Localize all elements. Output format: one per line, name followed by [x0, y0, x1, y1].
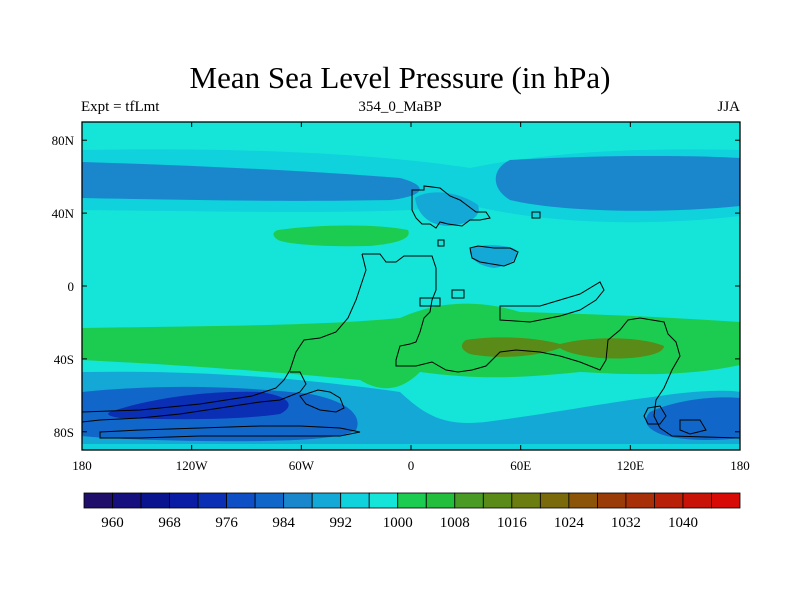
- colorbar-swatch: [568, 492, 598, 509]
- x-axis: 180 120W 60W 0 60E 120E 180: [72, 122, 750, 473]
- colorbar-swatch: [197, 492, 228, 509]
- map-field: [82, 122, 740, 450]
- colorbar-label: 1016: [497, 515, 528, 531]
- colorbar-swatch: [539, 492, 570, 509]
- field-north-low-asia: [495, 155, 740, 211]
- colorbar-swatch: [169, 492, 199, 509]
- colorbar-label: 1032: [611, 515, 641, 531]
- field-indian-ocean-high: [461, 337, 664, 359]
- colorbar-label: 1000: [383, 515, 413, 531]
- x-tick-label: 180: [730, 458, 750, 473]
- colorbar-swatch: [112, 492, 142, 509]
- colorbar-label: 984: [272, 515, 295, 531]
- colorbar-swatch: [340, 492, 370, 509]
- colorbar-label: 960: [101, 515, 124, 531]
- experiment-label: Expt = tfLmt: [81, 99, 160, 115]
- y-tick-label: 80N: [52, 133, 75, 148]
- colorbar-label: 1008: [440, 515, 470, 531]
- colorbar-swatch: [311, 492, 342, 509]
- field-north-atlantic-high: [273, 225, 409, 247]
- colorbar-label: 976: [215, 515, 238, 531]
- y-axis: 80N 40N 0 40S 80S: [52, 133, 740, 440]
- colorbar-label: 1024: [554, 515, 585, 531]
- colorbar-swatch: [596, 492, 627, 509]
- x-tick-label: 60E: [510, 458, 531, 473]
- colorbar-swatch: [368, 492, 399, 509]
- colorbar-swatch: [397, 492, 427, 509]
- time-label: 354_0_MaBP: [358, 99, 442, 115]
- field-north-low-pacific: [82, 162, 420, 201]
- y-tick-label: 80S: [54, 425, 74, 440]
- x-tick-label: 60W: [289, 458, 315, 473]
- x-tick-label: 120E: [617, 458, 645, 473]
- colorbar-swatch: [654, 492, 684, 509]
- colorbar-swatch: [482, 492, 513, 509]
- field-mediterranean-low: [415, 192, 479, 226]
- season-label: JJA: [717, 99, 740, 115]
- colorbar-swatch: [511, 492, 541, 509]
- colorbar-swatch: [254, 492, 285, 509]
- colorbar-swatch: [83, 492, 113, 509]
- colorbar-label: 1040: [668, 515, 698, 531]
- colorbar-swatch: [625, 492, 655, 509]
- colorbar-label: 992: [329, 515, 352, 531]
- colorbar-swatch: [140, 492, 170, 509]
- colorbar-swatch: [226, 492, 256, 509]
- y-tick-label: 40N: [52, 206, 75, 221]
- field-southern-deepest-core: [108, 391, 289, 420]
- y-tick-label: 0: [68, 279, 75, 294]
- colorbar-swatch: [283, 492, 313, 509]
- colorbar-swatch: [425, 492, 456, 509]
- colorbar: 960 968 976 984 992 1000 1008 1016 1024 1032 1040: [83, 492, 741, 531]
- x-tick-label: 0: [408, 458, 415, 473]
- colorbar-swatch: [711, 492, 741, 509]
- field-southern-deep-low-east: [646, 397, 740, 440]
- continent-outlines: [82, 185, 740, 439]
- colorbar-label: 968: [158, 515, 181, 531]
- y-tick-label: 40S: [54, 352, 74, 367]
- colorbar-swatch: [682, 492, 712, 509]
- field-southern-high-belt: [82, 303, 740, 389]
- x-tick-label: 120W: [176, 458, 209, 473]
- x-tick-label: 180: [72, 458, 92, 473]
- chart-title: Mean Sea Level Pressure (in hPa): [189, 60, 611, 95]
- colorbar-swatch: [454, 492, 484, 509]
